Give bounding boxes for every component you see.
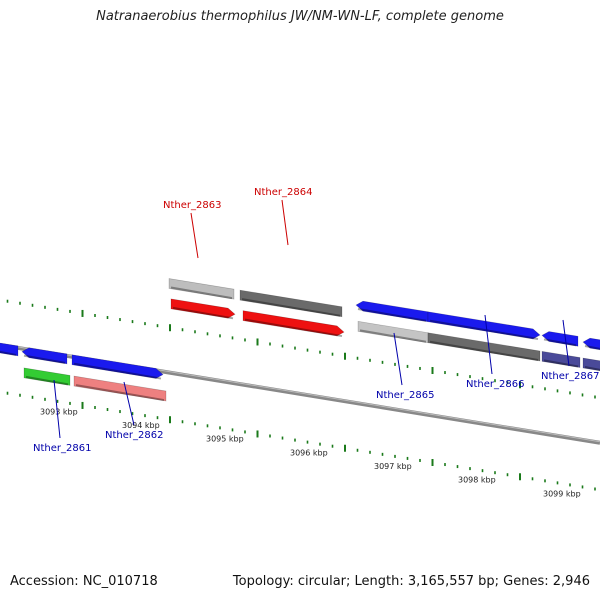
gene-right-lower-shade: [584, 366, 600, 371]
kbp-label-5: 3098 kbp: [458, 476, 496, 485]
accession-text: Accession: NC_010718: [10, 574, 158, 589]
gene-2863-upper-shade: [170, 286, 233, 300]
gene-label-leader-1: [123, 381, 135, 426]
gene-2861-upper: [21, 347, 68, 365]
genome-title: Natranaerobius thermophilus JW/NM-WN-LF,…: [96, 9, 504, 24]
gene-2861-upper-shade: [23, 354, 66, 364]
gene-right-edge: [582, 337, 600, 351]
gene-label-leader-5: [484, 314, 493, 375]
kbp-label-4: 3097 kbp: [374, 462, 412, 471]
kbp-label-3: 3096 kbp: [290, 448, 328, 457]
gene-2866-lower: [427, 332, 541, 362]
gene-right-lower: [582, 357, 600, 372]
gene-2863-lower: [170, 298, 236, 319]
gene-label-leader-6: [562, 319, 570, 367]
gene-label-0: Nther_2861: [33, 443, 91, 454]
gene-2864-upper-shade: [241, 298, 341, 317]
gene-2861-lower-shade: [25, 375, 69, 386]
gene-label-1: Nther_2862: [105, 430, 163, 441]
gene-2862-upper-shade: [73, 362, 162, 380]
gene-label-6: Nther_2867: [541, 371, 599, 382]
gene-2865-lower-shade: [359, 329, 427, 343]
gene-2864-upper: [239, 289, 343, 318]
gene-2866-upper-shade: [429, 319, 539, 341]
gene-label-leader-0: [53, 379, 61, 439]
gene-2867-upper: [541, 331, 579, 347]
gene-2863-upper: [168, 278, 235, 300]
gene-right-edge-shade: [584, 345, 600, 350]
topology-summary: Topology: circular; Length: 3,165,557 bp…: [232, 574, 590, 589]
gene-2864-lower-shade: [244, 318, 343, 338]
gene-label-5: Nther_2866: [466, 379, 524, 390]
gene-label-4: Nther_2865: [376, 390, 434, 401]
gene-label-2: Nther_2863: [163, 200, 221, 211]
gene-2867-lower-shade: [543, 359, 579, 368]
gene-2866-upper: [427, 311, 541, 340]
gene-2865-upper-shade: [357, 308, 427, 322]
gene-2862-upper: [71, 354, 164, 379]
gene-2863-lower-shade: [172, 306, 234, 320]
gene-left-edge: [0, 342, 19, 357]
gene-2862-lower-shade: [75, 384, 165, 402]
gene-2862-lower: [73, 375, 167, 402]
kbp-label-6: 3099 kbp: [543, 490, 581, 499]
gene-label-leader-4: [393, 332, 403, 386]
gene-left-edge-shade: [0, 350, 17, 356]
gene-2867-upper-shade: [543, 338, 577, 347]
gene-2866-lower-shade: [429, 340, 539, 362]
gene-label-leader-2: [190, 212, 199, 259]
gene-2861-lower: [23, 367, 71, 386]
kbp-label-0: 3093 kbp: [40, 408, 78, 417]
kbp-label-1: 3094 kbp: [122, 421, 160, 430]
kbp-label-2: 3095 kbp: [206, 435, 244, 444]
gene-label-3: Nther_2864: [254, 187, 312, 198]
gene-label-leader-3: [281, 199, 289, 246]
gene-2864-lower: [242, 310, 345, 337]
gene-2865-upper: [355, 300, 429, 323]
